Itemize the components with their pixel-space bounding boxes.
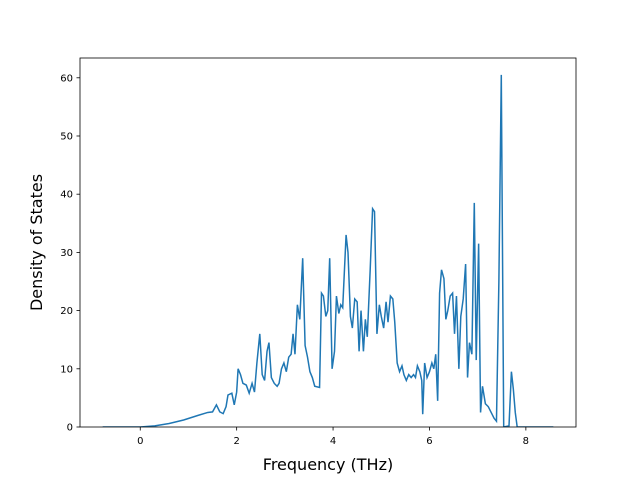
y-tick-label: 40 (60, 190, 73, 201)
x-tick-label: 4 (330, 436, 336, 447)
line (102, 74, 554, 427)
x-tick-label: 6 (426, 436, 432, 447)
y-tick-label: 50 (60, 131, 73, 142)
y-tick-label: 60 (60, 73, 73, 84)
x-tick-label: 0 (137, 436, 143, 447)
x-axis-label: Frequency (THz) (263, 455, 393, 474)
y-tick-label: 30 (60, 248, 73, 259)
y-tick-label: 0 (67, 423, 73, 434)
y-tick-label: 10 (60, 364, 73, 375)
y-axis-label: Density of States (27, 174, 46, 311)
plot-frame (79, 57, 577, 428)
x-tick-label: 8 (523, 436, 529, 447)
x-tick-label: 2 (233, 436, 239, 447)
y-tick-label: 20 (60, 306, 73, 317)
